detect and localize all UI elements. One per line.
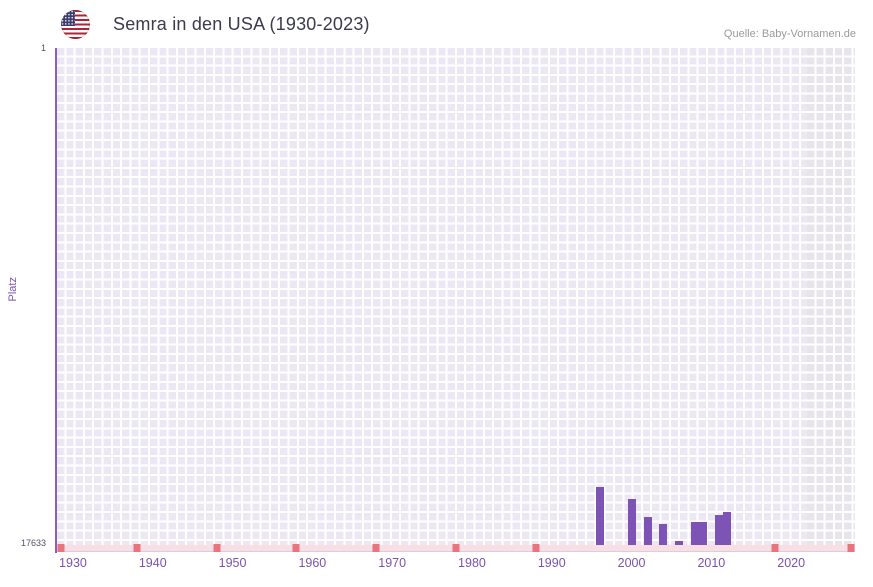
unranked-year-marker [292,544,300,552]
x-axis-ticks: 1930 1940 1950 1960 1970 1980 1990 2000 2010 2020 [57,556,855,574]
flag-canton [61,10,75,26]
plot-area [57,48,855,545]
chart-title: Semra in den USA (1930-2023) [113,14,370,34]
unranked-year-marker [847,544,855,552]
x-tick-label-2000: 2000 [617,556,646,570]
unranked-year-marker [213,544,221,552]
y-axis-max-label: 1 [40,43,46,53]
rank-bar-2006 [675,540,684,545]
rank-bar-1996 [595,486,604,545]
x-tick-label-2010: 2010 [697,556,726,570]
unranked-year-marker [57,544,65,552]
unranked-year-marker [452,544,460,552]
x-tick-label-1950: 1950 [218,556,247,570]
x-tick-label-1940: 1940 [138,556,167,570]
rank-bar-2008 [691,522,700,545]
y-axis-line [55,48,57,553]
unranked-year-marker [372,544,380,552]
x-tick-label-1990: 1990 [537,556,566,570]
future-years-band [807,48,855,545]
x-tick-label-2020: 2020 [777,556,806,570]
source-link[interactable]: Quelle: Baby-Vornamen.de [723,28,856,40]
unranked-year-marker [532,544,540,552]
y-axis-min-label: 17633 [20,538,46,548]
x-tick-label-1960: 1960 [298,556,327,570]
unranked-strip [57,544,855,552]
unranked-year-marker [771,544,779,552]
rank-bar-2004 [659,524,668,545]
rank-bar-2011 [715,515,724,545]
x-tick-label-1930: 1930 [59,556,87,570]
rank-bar-2009 [699,522,708,545]
unranked-year-marker [133,544,141,552]
x-tick-label-1970: 1970 [378,556,407,570]
x-tick-label-1980: 1980 [458,556,486,570]
rank-bar-2000 [627,498,636,545]
rank-bar-2012 [723,511,732,545]
us-flag-icon [61,10,90,39]
y-axis-title: Platz [7,277,19,302]
rank-bar-2002 [643,517,652,545]
